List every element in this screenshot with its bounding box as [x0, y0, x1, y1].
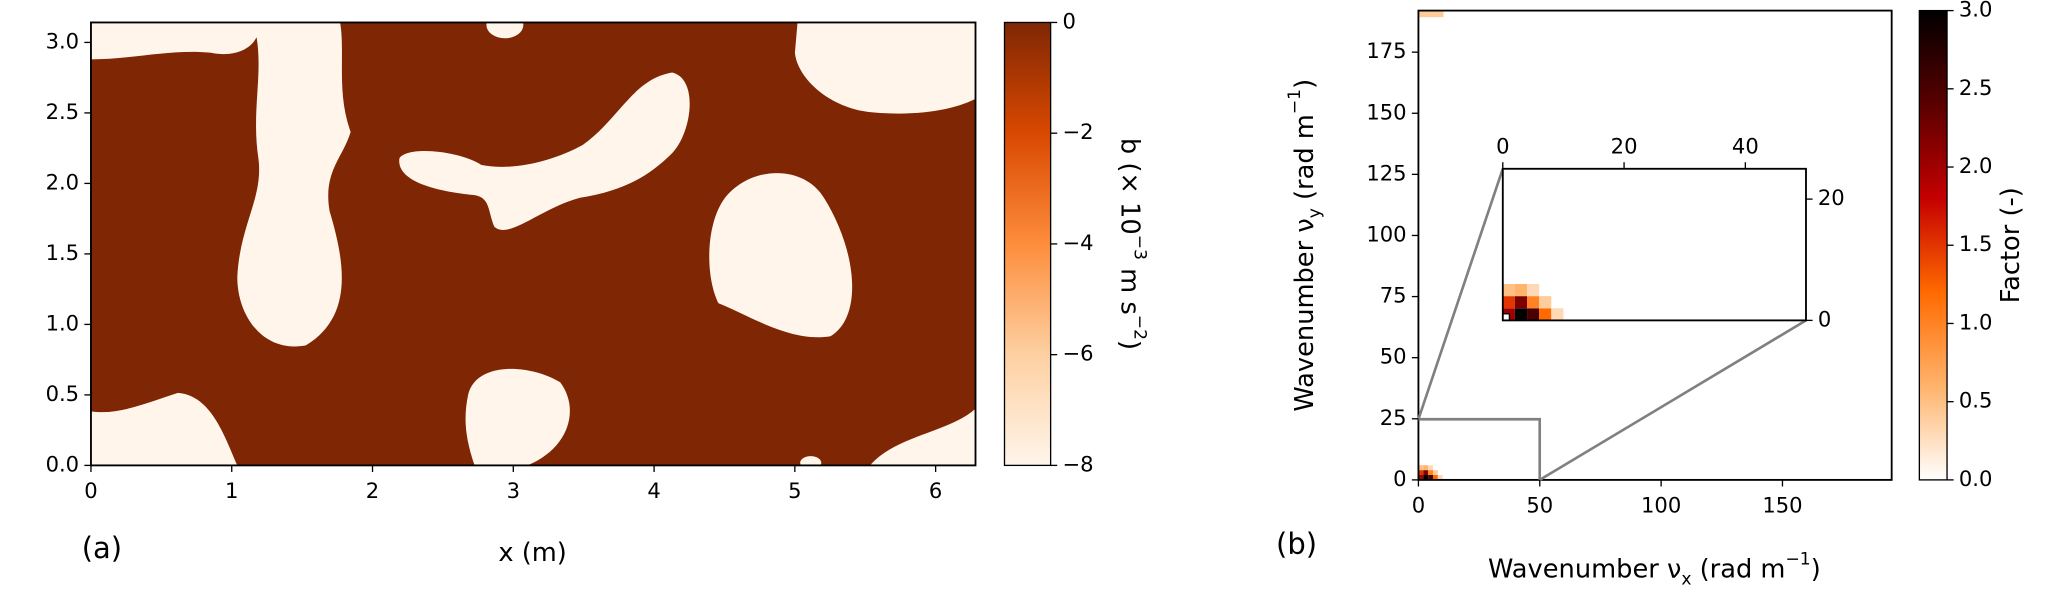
colorbar — [1918, 9, 1948, 481]
cell — [1428, 475, 1433, 480]
inset-cell — [1502, 296, 1515, 309]
cell — [1423, 470, 1429, 476]
tick-label: 6 — [929, 478, 942, 503]
zoom-indicator — [1417, 168, 1807, 482]
blob — [486, 22, 524, 39]
colorbar-label: b (× 10−3 m s−2) — [1115, 138, 1150, 350]
colorbar — [1003, 21, 1052, 467]
blob — [870, 408, 976, 466]
inset-cell — [1502, 284, 1515, 297]
inset-cell — [1539, 296, 1552, 309]
tick-label: −6 — [1063, 341, 1094, 366]
panel-label: (a) — [82, 531, 122, 565]
cell — [1437, 475, 1443, 480]
cell — [1418, 475, 1424, 480]
tick-label: 25 — [1380, 405, 1407, 430]
tick-label: 5 — [788, 478, 801, 503]
blobs — [90, 22, 976, 466]
tick-label: 40 — [1732, 134, 1759, 159]
blob — [399, 72, 690, 230]
tick-label: −8 — [1063, 451, 1094, 476]
tick-label: 3.0 — [1959, 0, 1993, 22]
tick-label: 20 — [1611, 134, 1638, 159]
tick-label: 50 — [1380, 344, 1407, 369]
tick-label: 0 — [1818, 306, 1831, 331]
tick-label: 2.5 — [1959, 75, 1993, 100]
tick-label: 175 — [1366, 38, 1406, 63]
tick-label: 0 — [1063, 8, 1076, 33]
x-axis-label: Wavenumber νx (rad m−1) — [1488, 550, 1821, 590]
spectrum — [1418, 10, 1444, 480]
inset-cell — [1514, 308, 1528, 321]
inset-cell — [1527, 284, 1540, 297]
inset-cell — [1527, 308, 1540, 321]
tick-label: 3.0 — [46, 28, 80, 53]
tick-label: 75 — [1380, 283, 1407, 308]
tick-label: 1.5 — [46, 240, 80, 265]
tick-label: 1.0 — [46, 310, 80, 335]
tick-label: 0.5 — [1959, 388, 1993, 413]
cell — [1418, 465, 1424, 471]
tick-label: −4 — [1063, 230, 1094, 255]
tick-label: −2 — [1063, 119, 1094, 144]
tick-label: 0 — [1412, 492, 1425, 517]
tick-label: 0 — [84, 478, 97, 503]
blob — [800, 456, 822, 466]
inset-frame — [1501, 167, 1807, 322]
inset-cell — [1539, 308, 1552, 321]
blob — [90, 392, 238, 466]
blob — [237, 22, 351, 347]
tick-label: 0.0 — [1959, 466, 1993, 491]
origin-cell — [1502, 313, 1511, 322]
cell — [1418, 470, 1424, 476]
tick-label: 100 — [1366, 221, 1406, 246]
y-axis-label: Wavenumber νy (rad m−1) — [1285, 79, 1325, 412]
cell — [1432, 475, 1438, 480]
tick-label: 0.0 — [46, 451, 80, 476]
tick-label: 150 — [1762, 492, 1802, 517]
buoyancy-field — [90, 22, 976, 466]
tick-label: 2.0 — [46, 169, 80, 194]
tick-label: 100 — [1641, 492, 1681, 517]
tick-label: 1.0 — [1959, 309, 1993, 334]
tick-label: 50 — [1526, 492, 1553, 517]
inset-cell — [1527, 296, 1540, 309]
cell — [1423, 475, 1429, 480]
cell — [1428, 465, 1433, 471]
inset-cell — [1514, 296, 1528, 309]
tick-label: 1 — [225, 478, 238, 503]
x-axis-label: x (m) — [498, 538, 566, 568]
blob — [90, 22, 259, 60]
tick-label: 3 — [507, 478, 520, 503]
inset-cell — [1514, 284, 1528, 297]
blob — [465, 368, 570, 466]
tick-label: 0.5 — [46, 381, 80, 406]
axes-frame — [90, 21, 977, 467]
axes-frame — [1417, 9, 1893, 481]
tick-label: 2.5 — [46, 99, 80, 124]
tick-label: 125 — [1366, 160, 1406, 185]
tick-label: 1.5 — [1959, 231, 1993, 256]
cell — [1423, 465, 1429, 471]
cell — [1432, 470, 1438, 476]
blob — [794, 22, 976, 114]
inset-spectrum — [1502, 284, 1564, 321]
tick-label: 0 — [1496, 134, 1509, 159]
panel-label: (b) — [1276, 527, 1317, 561]
tick-label: 20 — [1818, 185, 1845, 210]
tick-label: 0 — [1393, 466, 1406, 491]
wrap-hotspot — [1418, 10, 1444, 18]
tick-label: 150 — [1366, 99, 1406, 124]
tick-label: 4 — [647, 478, 660, 503]
blob — [709, 173, 853, 338]
colorbar-label: Factor (-) — [1996, 187, 2026, 303]
tick-label: 2.0 — [1959, 153, 1993, 178]
inset-cell — [1551, 308, 1564, 321]
inset-background — [1502, 168, 1806, 321]
cell — [1428, 470, 1433, 476]
tick-label: 2 — [366, 478, 379, 503]
